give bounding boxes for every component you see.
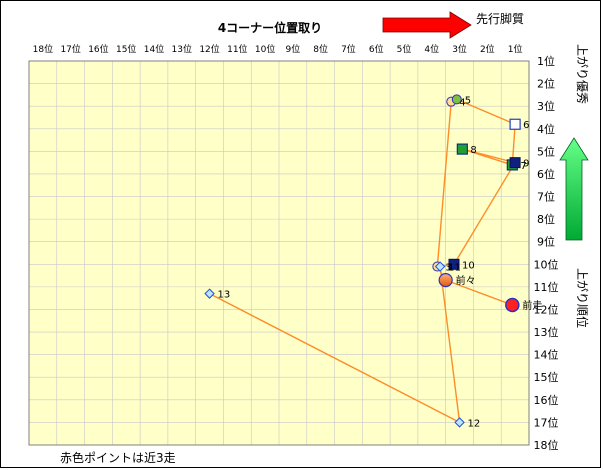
y-tick-label: 6位 xyxy=(537,167,555,181)
point-label-8: 8 xyxy=(470,145,476,156)
y-tick-label: 17位 xyxy=(534,415,559,429)
x-tick-label: 15位 xyxy=(116,43,136,55)
x-tick-label: 9位 xyxy=(286,43,301,55)
point-label-6: 6 xyxy=(523,120,529,131)
y-tick-label: 7位 xyxy=(537,190,555,204)
point-label-前走: 前走 xyxy=(522,299,542,312)
series-line-segment xyxy=(453,162,516,265)
series-line-segment xyxy=(445,279,513,306)
forward-arrow xyxy=(382,11,472,39)
x-tick-label: 1位 xyxy=(508,43,523,55)
data-point-前々 xyxy=(438,273,453,288)
chart-title: 4コーナー位置取り xyxy=(218,20,322,35)
y-arrow-label: 上がり優秀 xyxy=(575,44,590,104)
point-label-4: 4 xyxy=(459,98,465,109)
y-tick-label: 11位 xyxy=(534,280,559,294)
data-point-8 xyxy=(456,143,468,155)
y-tick-label: 5位 xyxy=(537,144,555,158)
plot-border xyxy=(28,60,530,446)
red-arrow-icon xyxy=(382,11,472,39)
x-arrow-label: 先行脚質 xyxy=(476,11,524,26)
y-tick-label: 16位 xyxy=(534,393,559,407)
data-point-12 xyxy=(454,417,465,428)
y-tick-label: 13位 xyxy=(534,325,559,339)
series-line-segment xyxy=(462,148,516,164)
footnote: 赤色ポイントは近3走 xyxy=(60,451,176,465)
data-points xyxy=(204,94,521,428)
y-tick-label: 4位 xyxy=(537,122,555,136)
point-label-7: 7 xyxy=(520,161,526,172)
x-tick-label: 13位 xyxy=(172,43,192,55)
point-label-9: 9 xyxy=(523,159,529,170)
point-label-12: 12 xyxy=(468,418,481,429)
y-tick-label: 15位 xyxy=(534,370,559,384)
point-label-13: 13 xyxy=(218,290,231,301)
data-point-6 xyxy=(509,118,521,130)
data-point-5 xyxy=(451,94,462,105)
point-label-11: 11 xyxy=(448,263,461,274)
point-label-5: 5 xyxy=(465,95,471,106)
upward-arrow xyxy=(559,137,589,241)
x-tick-label: 16位 xyxy=(88,43,108,55)
x-tick-label: 10位 xyxy=(255,43,275,55)
green-arrow-icon xyxy=(559,137,589,241)
point-label-前々: 前々 xyxy=(456,274,476,287)
x-tick-label: 2位 xyxy=(480,43,495,55)
x-tick-label: 14位 xyxy=(144,43,164,55)
y-tick-label: 2位 xyxy=(537,77,555,91)
x-tick-label: 5位 xyxy=(397,43,412,55)
series-line-segment xyxy=(439,266,461,423)
x-tick-label: 7位 xyxy=(341,43,356,55)
y-tick-label: 14位 xyxy=(534,348,559,362)
x-tick-label: 11位 xyxy=(227,43,247,55)
y-tick-label: 18位 xyxy=(534,438,559,452)
series-line-segment xyxy=(456,98,516,125)
data-point-10 xyxy=(448,258,460,270)
y-tick-label: 3位 xyxy=(537,99,555,113)
y-tick-label: 8位 xyxy=(537,212,555,226)
data-point-11 xyxy=(434,261,446,272)
x-tick-label: 18位 xyxy=(33,43,53,55)
series-lines xyxy=(209,98,516,424)
y-tick-label: 10位 xyxy=(534,257,559,271)
data-point-13 xyxy=(204,288,215,299)
data-point-前走 xyxy=(505,297,520,313)
y-tick-labels: 1位 2位 3位 4位 5位 6位 7位 8位 9位 10位 11位 12位 13位 14位 15位 16位 1… xyxy=(534,54,559,452)
x-tick-label: 12位 xyxy=(199,43,219,55)
y-tick-label: 9位 xyxy=(537,235,555,249)
x-tick-label: 17位 xyxy=(60,43,80,55)
series-line-segment xyxy=(209,293,460,424)
x-tick-labels: 18位 17位 16位 15位 14位 13位 12位 11位 10位 9位 8位 7位 6位 5位 4位 3… xyxy=(33,43,523,55)
y-side-label: 上がり順位 xyxy=(575,268,590,328)
series-line-segment xyxy=(436,101,452,267)
x-tick-label: 4位 xyxy=(424,43,439,55)
x-tick-label: 3位 xyxy=(452,43,467,55)
x-tick-label: 6位 xyxy=(369,43,384,55)
y-tick-label: 1位 xyxy=(537,54,555,68)
x-tick-label: 8位 xyxy=(313,43,328,55)
data-point-9 xyxy=(509,157,521,169)
point-label-10: 10 xyxy=(462,260,475,271)
y-tick-label: 12位 xyxy=(534,302,559,316)
point-label-3: 3 xyxy=(445,263,451,274)
grid-lines xyxy=(29,61,529,445)
